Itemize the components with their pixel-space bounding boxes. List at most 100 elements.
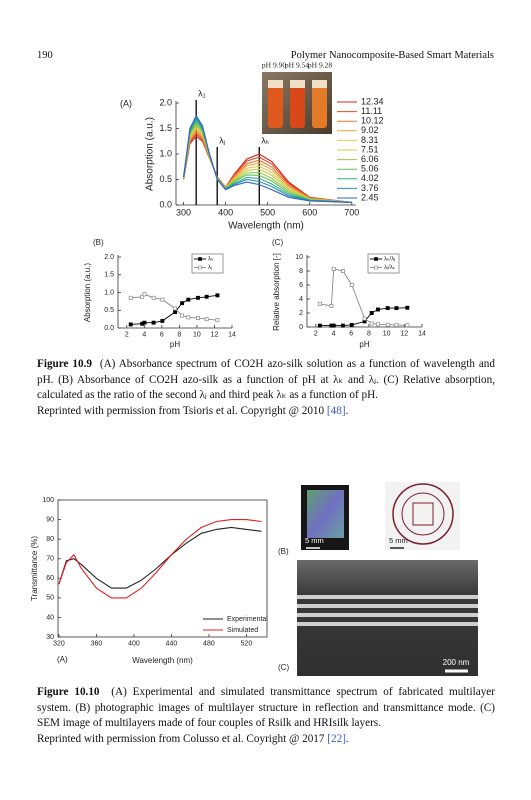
legend-label: λₖ (208, 257, 214, 263)
y-tick-label: 8 (299, 268, 303, 275)
point (128, 295, 133, 300)
series-line (183, 135, 352, 203)
panel-label: (A) (120, 98, 132, 108)
point (405, 323, 410, 328)
caption: Figure 10.9 (A) Absorbance spectrum of C… (37, 357, 495, 419)
point (394, 322, 399, 327)
series-line (58, 519, 262, 599)
y-tick-label: 60 (46, 575, 54, 582)
marker-label: λ₁ (198, 88, 206, 98)
x-tick-label: 8 (177, 331, 181, 338)
point (196, 316, 200, 321)
sem-layers (297, 595, 478, 626)
y-tick-label: 1.0 (104, 289, 114, 296)
x-tick-label: 2 (125, 331, 129, 338)
x-axis-label: Wavelength (nm) (132, 656, 193, 665)
legend-label: 10.12 (361, 116, 384, 126)
y-axis-label: Relative absorption [-] (272, 253, 281, 331)
inset-label: pH 9.90 (262, 61, 286, 70)
y-tick-label: 80 (46, 536, 54, 543)
reference[interactable]: [22] (327, 732, 346, 745)
x-tick-label: 2 (314, 330, 318, 337)
x-tick-label: 440 (166, 640, 178, 647)
legend-label: 11.11 (361, 106, 382, 116)
x-tick-label: 700 (344, 208, 359, 218)
reference[interactable]: [48] (326, 404, 346, 417)
x-tick-label: 600 (302, 208, 317, 218)
legend-label: 2.45 (361, 192, 379, 202)
vials (268, 80, 327, 128)
x-tick-label: 10 (193, 331, 201, 338)
scale-label: 200 nm (443, 658, 470, 667)
y-tick-label: 2.0 (159, 97, 172, 107)
caption-text: (A) Absorbance spectrum of CO2H azo-silk… (37, 358, 495, 401)
x-tick-label: 520 (241, 640, 253, 647)
point (142, 320, 147, 325)
point (349, 322, 354, 327)
y-tick-label: 30 (46, 634, 54, 641)
point (362, 316, 367, 321)
caption-end: . (345, 732, 349, 745)
point (196, 295, 200, 300)
y-tick-label: 0.0 (104, 325, 114, 332)
series-line (183, 116, 352, 203)
x-tick-label: 8 (367, 330, 371, 337)
point (317, 323, 322, 328)
x-axis-label: Wavelength (nm) (228, 221, 304, 232)
y-tick-label: 40 (46, 614, 54, 621)
y-axis-label: Absorption (a.u.) (83, 263, 92, 322)
point (405, 305, 410, 310)
point (204, 317, 209, 322)
point (375, 322, 380, 327)
x-tick-label: 4 (142, 331, 146, 338)
point (142, 292, 147, 297)
caption-credit: Reprinted with permission from Tsioris e… (37, 404, 325, 417)
point (186, 315, 191, 320)
legend-label: 6.06 (361, 154, 379, 164)
x-axis-label: pH (170, 340, 180, 349)
x-tick-label: 12 (400, 330, 408, 337)
legend-label: 3.76 (361, 183, 379, 193)
point (331, 266, 336, 271)
point (128, 322, 133, 327)
y-tick-label: 1.5 (104, 272, 114, 279)
y-tick-label: 1.5 (159, 123, 172, 133)
y-tick-label: 0.5 (104, 307, 114, 314)
legend-label: 5.06 (361, 164, 379, 174)
legend-label: 12.34 (361, 96, 384, 106)
point (151, 295, 156, 300)
y-axis-label: Absorption (a.u.) (145, 117, 156, 191)
point (186, 297, 191, 302)
panel-label: (C) (278, 663, 289, 672)
x-tick-label: 300 (176, 208, 191, 218)
point (369, 321, 374, 326)
point (180, 313, 185, 318)
point (160, 297, 165, 302)
y-tick-label: 0.0 (159, 199, 172, 209)
x-tick-label: 500 (260, 208, 275, 218)
legend-label: 7.51 (361, 144, 379, 154)
panel-label: (C) (272, 238, 283, 247)
point (140, 294, 145, 299)
x-tick-label: 12 (211, 331, 219, 338)
scale-label: 5 mm (305, 536, 324, 545)
panel-label: (A) (57, 655, 68, 664)
running-title: Polymer Nanocomposite-Based Smart Materi… (290, 50, 494, 61)
inset-label: pH 9.28 (308, 61, 332, 70)
point (215, 293, 220, 298)
point (215, 318, 220, 323)
y-tick-label: 2 (299, 310, 303, 317)
y-tick-label: 2.0 (104, 254, 114, 261)
panel-label: (B) (278, 547, 289, 556)
caption: Figure 10.10 (A) Experimental and simula… (37, 685, 495, 747)
y-tick-label: 90 (46, 516, 54, 523)
y-tick-label: 70 (46, 556, 54, 563)
point (394, 306, 399, 311)
x-tick-label: 4 (332, 330, 336, 337)
point (151, 320, 156, 325)
point (317, 301, 322, 306)
legend-label: Experimental (227, 616, 268, 623)
point (160, 318, 165, 323)
sem-image (297, 560, 478, 676)
